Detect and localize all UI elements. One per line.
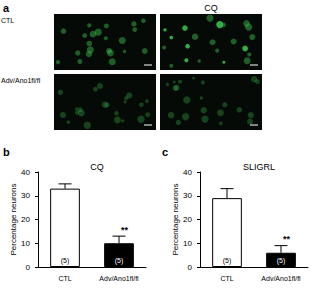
svg-text:20: 20 [21, 215, 30, 224]
svg-text:CQ: CQ [204, 3, 218, 13]
svg-text:**: ** [121, 225, 129, 235]
svg-text:CTL: CTL [220, 275, 233, 282]
svg-text:Adv/Ano1fl/fl: Adv/Ano1fl/fl [1, 77, 41, 84]
svg-text:Percentage neurons: Percentage neurons [9, 183, 18, 255]
svg-text:(5): (5) [61, 257, 70, 265]
svg-text:SLIGRL: SLIGRL [243, 162, 275, 172]
svg-text:10: 10 [183, 239, 192, 248]
svg-text:10: 10 [21, 239, 30, 248]
svg-text:b: b [3, 146, 10, 158]
svg-text:c: c [162, 146, 168, 158]
svg-text:CQ: CQ [90, 162, 104, 172]
svg-text:30: 30 [183, 191, 192, 200]
svg-text:40: 40 [183, 168, 192, 177]
svg-text:30: 30 [21, 191, 30, 200]
svg-text:Adv/Ano1fl/fl: Adv/Ano1fl/fl [261, 275, 301, 282]
svg-text:**: ** [283, 234, 291, 244]
svg-text:20: 20 [183, 215, 192, 224]
svg-text:(5): (5) [115, 257, 124, 265]
svg-text:Percentage neurons: Percentage neurons [171, 183, 180, 255]
svg-text:CTL: CTL [1, 17, 14, 24]
svg-text:(5): (5) [277, 257, 286, 265]
svg-text:(5): (5) [223, 257, 232, 265]
svg-text:40: 40 [21, 168, 30, 177]
svg-text:Adv/Ano1fl/fl: Adv/Ano1fl/fl [99, 275, 139, 282]
svg-text:0: 0 [26, 263, 31, 272]
svg-text:a: a [3, 2, 10, 14]
svg-text:0: 0 [188, 263, 193, 272]
svg-text:CTL: CTL [58, 275, 71, 282]
